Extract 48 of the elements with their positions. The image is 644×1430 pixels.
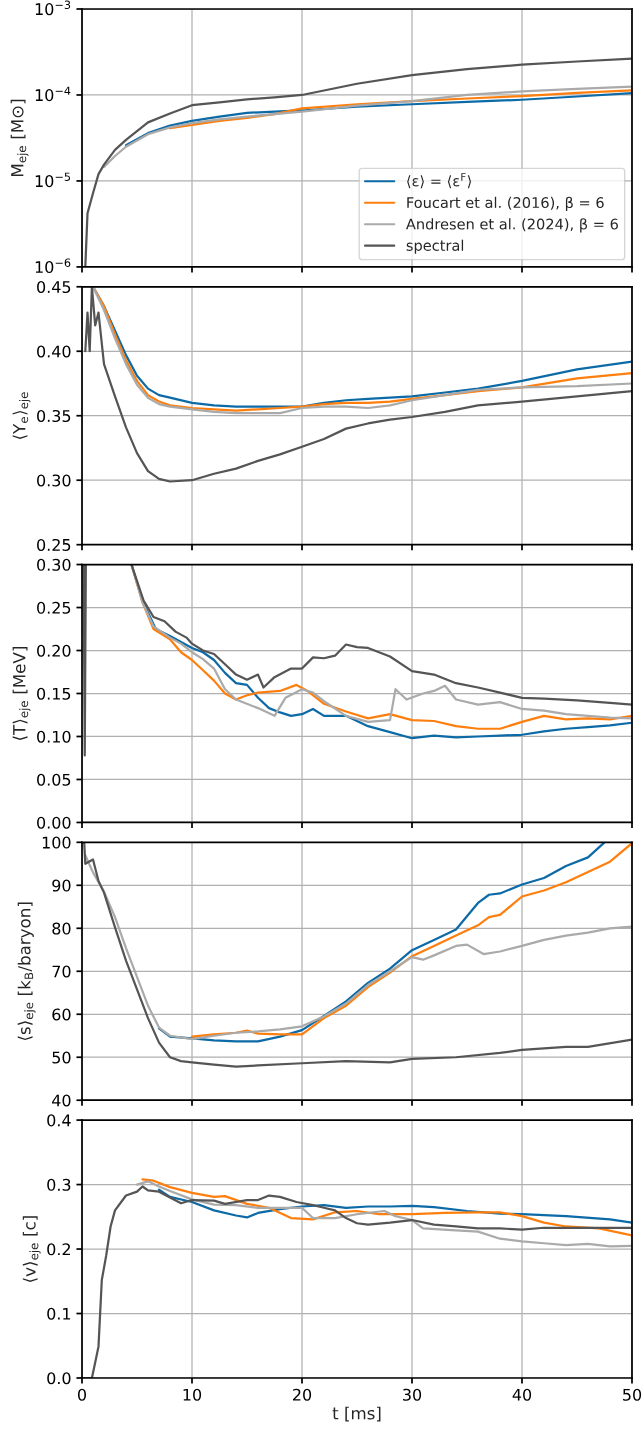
y-tick-label: 0.10 — [37, 730, 71, 743]
line-series — [168, 89, 632, 130]
y-tick-label: 10$^{−5}$ — [35, 172, 71, 188]
y-tick-label: 0.25 — [37, 538, 71, 551]
legend-label: spectral — [406, 239, 464, 254]
y-axis-title: ⟨T⟩$_{eje}$ [MeV] — [12, 647, 31, 740]
y-tick-label: 0.1 — [47, 1307, 71, 1320]
y-tick-label: 100 — [42, 836, 71, 849]
y-tick-label: 40 — [52, 1094, 71, 1107]
y-tick-label: 70 — [52, 965, 71, 978]
legend-label: Foucart et al. (2016), β = 6 — [407, 196, 604, 211]
y-tick-label: 10$^{−3}$ — [35, 0, 71, 16]
x-tick-label: 0 — [77, 1388, 87, 1401]
y-tick-label: 0.45 — [37, 280, 71, 294]
x-tick-label: 50 — [623, 1388, 642, 1401]
y-tick-label: 0.05 — [37, 773, 71, 786]
x-tick-label: 40 — [512, 1388, 532, 1401]
legend-label: Andresen et al. (2024), β = 6 — [406, 218, 618, 233]
y-axis-title: ⟨Y$_{e}$⟩$_{eje}$ — [12, 392, 31, 439]
legend-label: ⟨ε⟩ = ⟨ε$^{F}$⟩ — [407, 173, 472, 189]
y-axis-title: M$_{eje}$ [M⊙] — [10, 99, 29, 176]
y-tick-label: 50 — [52, 1051, 71, 1064]
y-tick-label: 0.00 — [37, 816, 71, 829]
line-series — [157, 1188, 632, 1224]
y-axis-title: ⟨v⟩$_{eje}$ [c] — [22, 1216, 41, 1282]
y-tick-label: 80 — [52, 922, 71, 935]
y-tick-label: 10$^{−4}$ — [35, 86, 71, 102]
x-axis-title: t [ms] — [332, 1406, 381, 1422]
line-series — [141, 1178, 632, 1237]
y-tick-label: 0.30 — [37, 474, 71, 487]
y-tick-label: 0.2 — [47, 1243, 70, 1256]
y-axis-title: ⟨s⟩$_{eje}$ [k$_{B}$/baryon] — [17, 902, 36, 1041]
x-tick-label: 20 — [293, 1388, 312, 1401]
y-tick-label: 10$^{−6}$ — [35, 258, 71, 274]
y-tick-label: 0.25 — [37, 601, 71, 614]
y-tick-label: 0.40 — [37, 345, 71, 358]
y-tick-label: 60 — [52, 1008, 71, 1021]
y-tick-label: 0.30 — [37, 558, 71, 571]
y-tick-label: 0.4 — [47, 1114, 71, 1127]
y-tick-label: 0.0 — [47, 1372, 71, 1385]
line-series — [124, 92, 632, 147]
y-tick-label: 0.15 — [37, 687, 71, 700]
y-tick-label: 90 — [52, 879, 71, 892]
x-tick-label: 10 — [183, 1388, 202, 1401]
y-tick-label: 0.3 — [47, 1178, 71, 1191]
y-tick-label: 0.20 — [37, 644, 71, 657]
x-tick-label: 30 — [403, 1388, 422, 1401]
y-tick-label: 0.35 — [37, 409, 71, 423]
